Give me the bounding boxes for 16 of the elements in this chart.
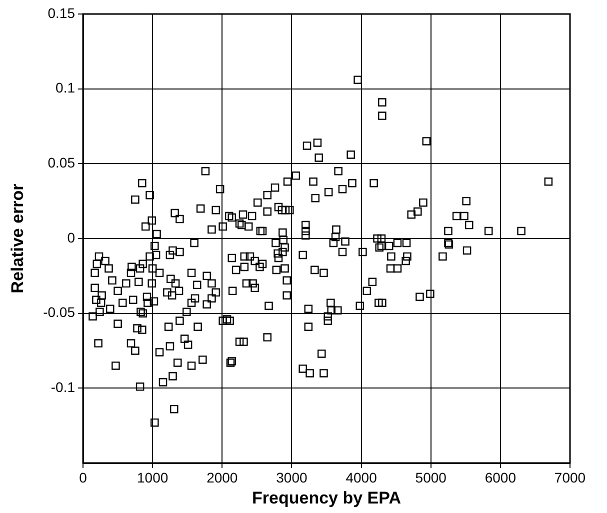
x-tick-label: 4000 — [346, 469, 378, 486]
x-tick-label: 6000 — [484, 469, 516, 486]
x-axis-title: Frequency by EPA — [252, 488, 401, 508]
x-tick-label: 0 — [79, 469, 88, 486]
y-tick-label: -0.1 — [50, 379, 76, 396]
y-tick-label: -0.05 — [43, 304, 76, 320]
x-tick-label: 2000 — [206, 469, 238, 486]
x-tick-label: 1000 — [136, 469, 168, 486]
x-tick-label: 3000 — [276, 469, 308, 486]
y-tick-label: 0.05 — [48, 154, 76, 171]
x-tick-label: 5000 — [415, 469, 447, 486]
y-tick-label: 0.15 — [48, 4, 76, 21]
x-tick-label: 7000 — [554, 469, 586, 486]
y-tick-label: 0.1 — [56, 80, 76, 96]
y-tick-label: 0 — [67, 229, 76, 246]
y-axis-title: Relative error — [8, 183, 27, 294]
